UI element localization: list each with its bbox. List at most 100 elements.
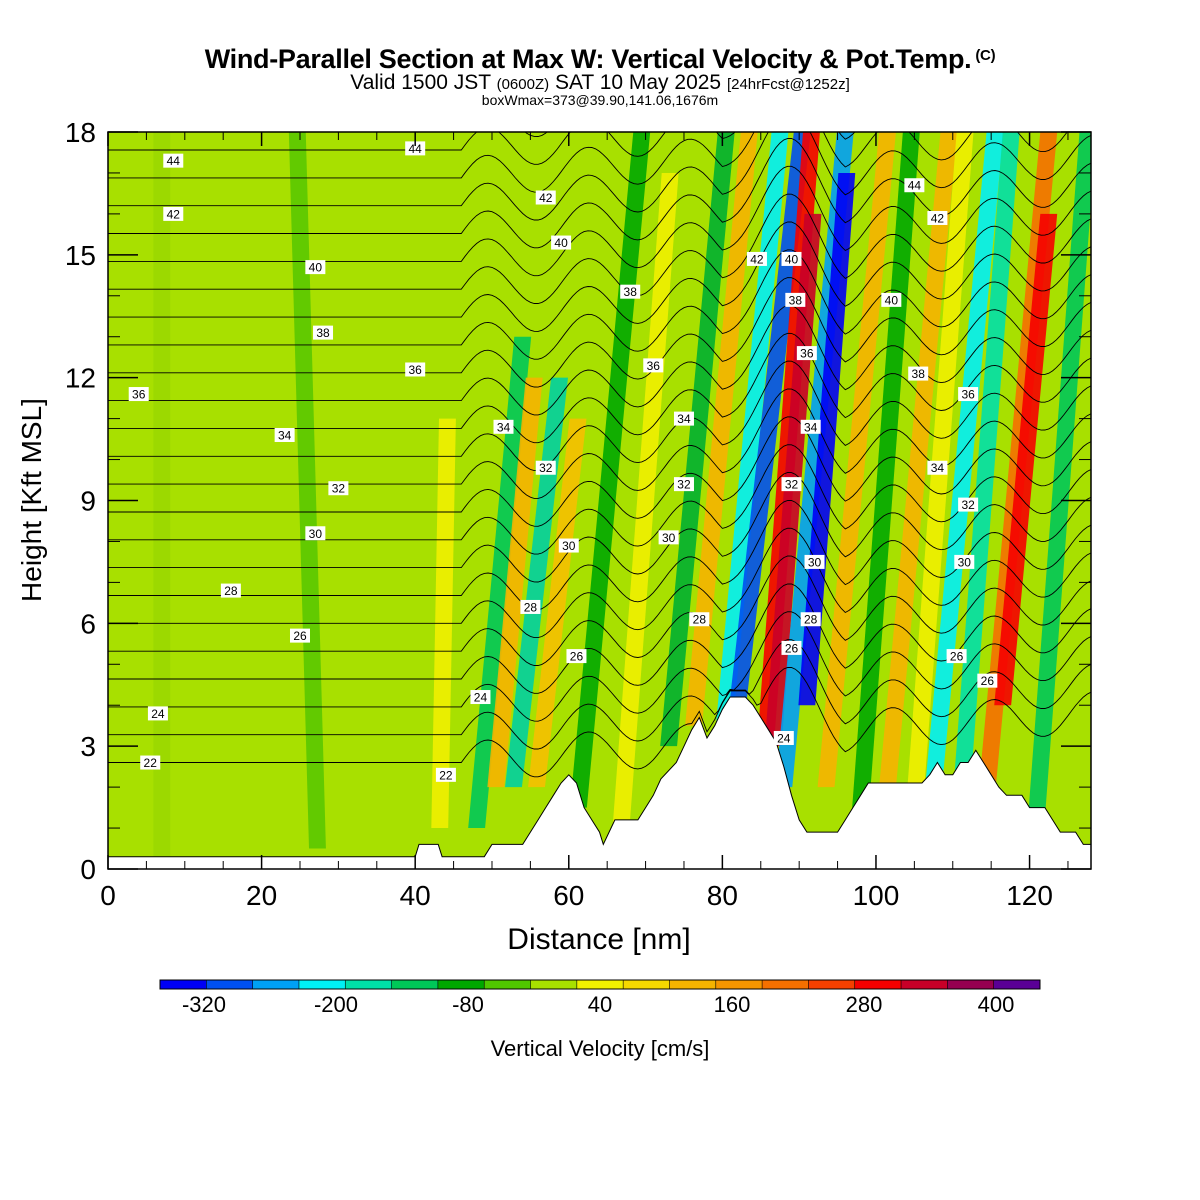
contour-label: 36	[800, 347, 814, 361]
contour-label-bg	[163, 206, 184, 221]
theta-contour	[524, 132, 548, 137]
y-tick-label: 18	[65, 117, 96, 148]
contour-label: 34	[497, 420, 511, 434]
contour-label: 24	[151, 707, 165, 721]
colorbar-tick-label: 40	[588, 992, 612, 1017]
contour-label-bg	[551, 235, 572, 250]
y-tick-label: 12	[65, 363, 96, 394]
contour-label-bg	[673, 411, 694, 426]
contour-label-bg	[643, 358, 664, 373]
colorbar-tick-label: 160	[714, 992, 751, 1017]
contour-label: 34	[677, 412, 691, 426]
contour-label: 42	[167, 207, 181, 221]
theta-contour	[108, 277, 1091, 388]
contour-label: 28	[524, 600, 538, 614]
contour-label: 36	[409, 363, 423, 377]
velocity-band	[569, 132, 651, 808]
theta-contour	[108, 132, 1068, 193]
colorbar-swatch	[947, 980, 995, 989]
contour-label-bg	[147, 706, 168, 721]
contour-label-bg	[493, 419, 514, 434]
contour-label: 32	[785, 478, 799, 492]
contour-label: 44	[908, 179, 922, 193]
contour-label: 36	[647, 359, 661, 373]
contour-label-bg	[773, 730, 794, 745]
contour-label: 32	[539, 461, 553, 475]
velocity-band	[798, 172, 856, 706]
contour-label: 44	[167, 154, 181, 168]
contour-label-bg	[435, 767, 456, 782]
contour-label-bg	[520, 599, 541, 614]
chart-title: Wind-Parallel Section at Max W: Vertical…	[204, 44, 996, 74]
velocity-band	[850, 132, 920, 829]
colorbar-swatch	[993, 980, 1041, 989]
colorbar-swatch	[623, 980, 670, 989]
contour-label: 42	[539, 191, 553, 205]
contour-label-bg	[535, 460, 556, 475]
colorbar-swatch	[437, 980, 485, 989]
colorbar-swatch	[808, 980, 856, 989]
contour-label-bg	[927, 460, 948, 475]
colorbar-swatch	[901, 980, 948, 989]
colorbar-swatch	[484, 980, 532, 989]
theta-contour	[108, 165, 1091, 277]
x-tick-label: 120	[1006, 880, 1053, 911]
contour-label: 22	[439, 768, 453, 782]
theta-contour	[108, 137, 1091, 249]
theta-contour	[108, 132, 946, 165]
contour-label: 38	[316, 326, 330, 340]
contour-label-bg	[289, 628, 310, 643]
velocity-band	[612, 172, 679, 829]
forecast-info: [24hrFcst@1252z]	[726, 76, 850, 93]
contour-label: 28	[224, 584, 238, 598]
contour-label: 28	[804, 613, 818, 627]
contour-label: 26	[570, 650, 584, 664]
colorbar-tick-label: -80	[452, 992, 484, 1017]
velocity-band	[953, 132, 1020, 788]
colorbar-swatch	[391, 980, 439, 989]
theta-contour	[108, 639, 1091, 750]
velocity-band	[288, 132, 326, 849]
contour-label: 42	[931, 211, 945, 225]
colorbar-tick-label: -200	[314, 992, 358, 1017]
contour-label: 40	[785, 252, 799, 266]
x-tick-label: 100	[853, 880, 900, 911]
contour-label-bg	[163, 153, 184, 168]
velocity-band	[817, 132, 896, 788]
theta-contour	[108, 332, 1091, 444]
colorbar-swatch	[160, 980, 207, 989]
contour-label: 24	[474, 691, 488, 705]
contour-label-bg	[620, 284, 641, 299]
contour-label-bg	[908, 366, 929, 381]
colorbar-swatch	[854, 980, 902, 989]
contour-label-bg	[405, 362, 426, 377]
theta-contour	[108, 444, 1091, 555]
y-tick-label: 6	[80, 608, 96, 639]
y-tick-label: 9	[80, 486, 96, 517]
contour-label-bg	[781, 640, 802, 655]
colorbar-swatch	[576, 980, 624, 989]
colorbar-tick-label: 400	[978, 992, 1015, 1017]
x-tick-label: 40	[400, 880, 431, 911]
contour-label: 44	[409, 142, 423, 156]
utc-time: (0600Z)	[496, 76, 550, 93]
contour-label: 36	[961, 388, 975, 402]
contour-label-bg	[946, 649, 967, 664]
velocity-band	[1027, 132, 1091, 829]
contour-label-bg	[904, 178, 925, 193]
velocity-band	[907, 132, 974, 788]
colorbar-frame	[159, 979, 1041, 990]
velocity-band	[925, 132, 1004, 788]
copyright-mark: (C)	[975, 47, 996, 64]
contour-label-bg	[977, 673, 998, 688]
contour-label-bg	[689, 612, 710, 627]
contour-label: 34	[804, 420, 818, 434]
velocity-band	[875, 132, 958, 829]
contour-label: 30	[662, 531, 676, 545]
x-tick-label: 80	[707, 880, 738, 911]
contour-label-bg	[328, 481, 349, 496]
contour-label: 32	[961, 498, 975, 512]
y-tick-label: 15	[65, 240, 96, 271]
contour-label: 26	[950, 650, 964, 664]
